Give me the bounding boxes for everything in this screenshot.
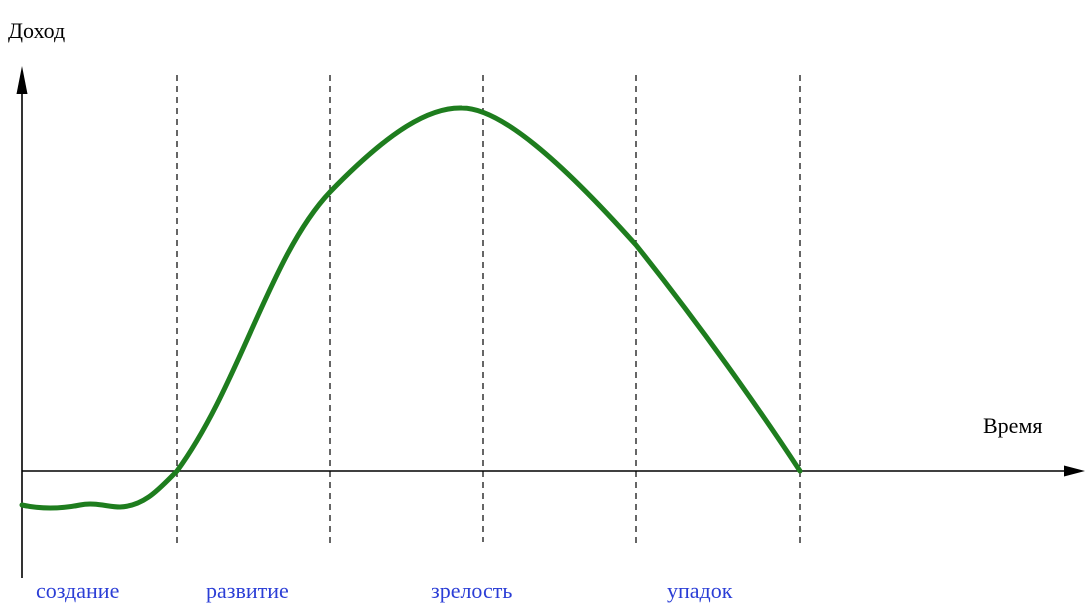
x-axis-label: Время	[983, 413, 1043, 438]
stage-label-decline: упадок	[667, 578, 733, 603]
y-axis-label: Доход	[8, 18, 66, 43]
y-axis-arrowhead	[16, 66, 28, 94]
stage-label-maturity: зрелость	[431, 578, 513, 603]
stage-label-creation: создание	[36, 578, 120, 603]
x-axis-arrowhead	[1064, 465, 1085, 477]
stage-label-growth: развитие	[206, 578, 289, 603]
revenue-curve	[19, 105, 803, 511]
